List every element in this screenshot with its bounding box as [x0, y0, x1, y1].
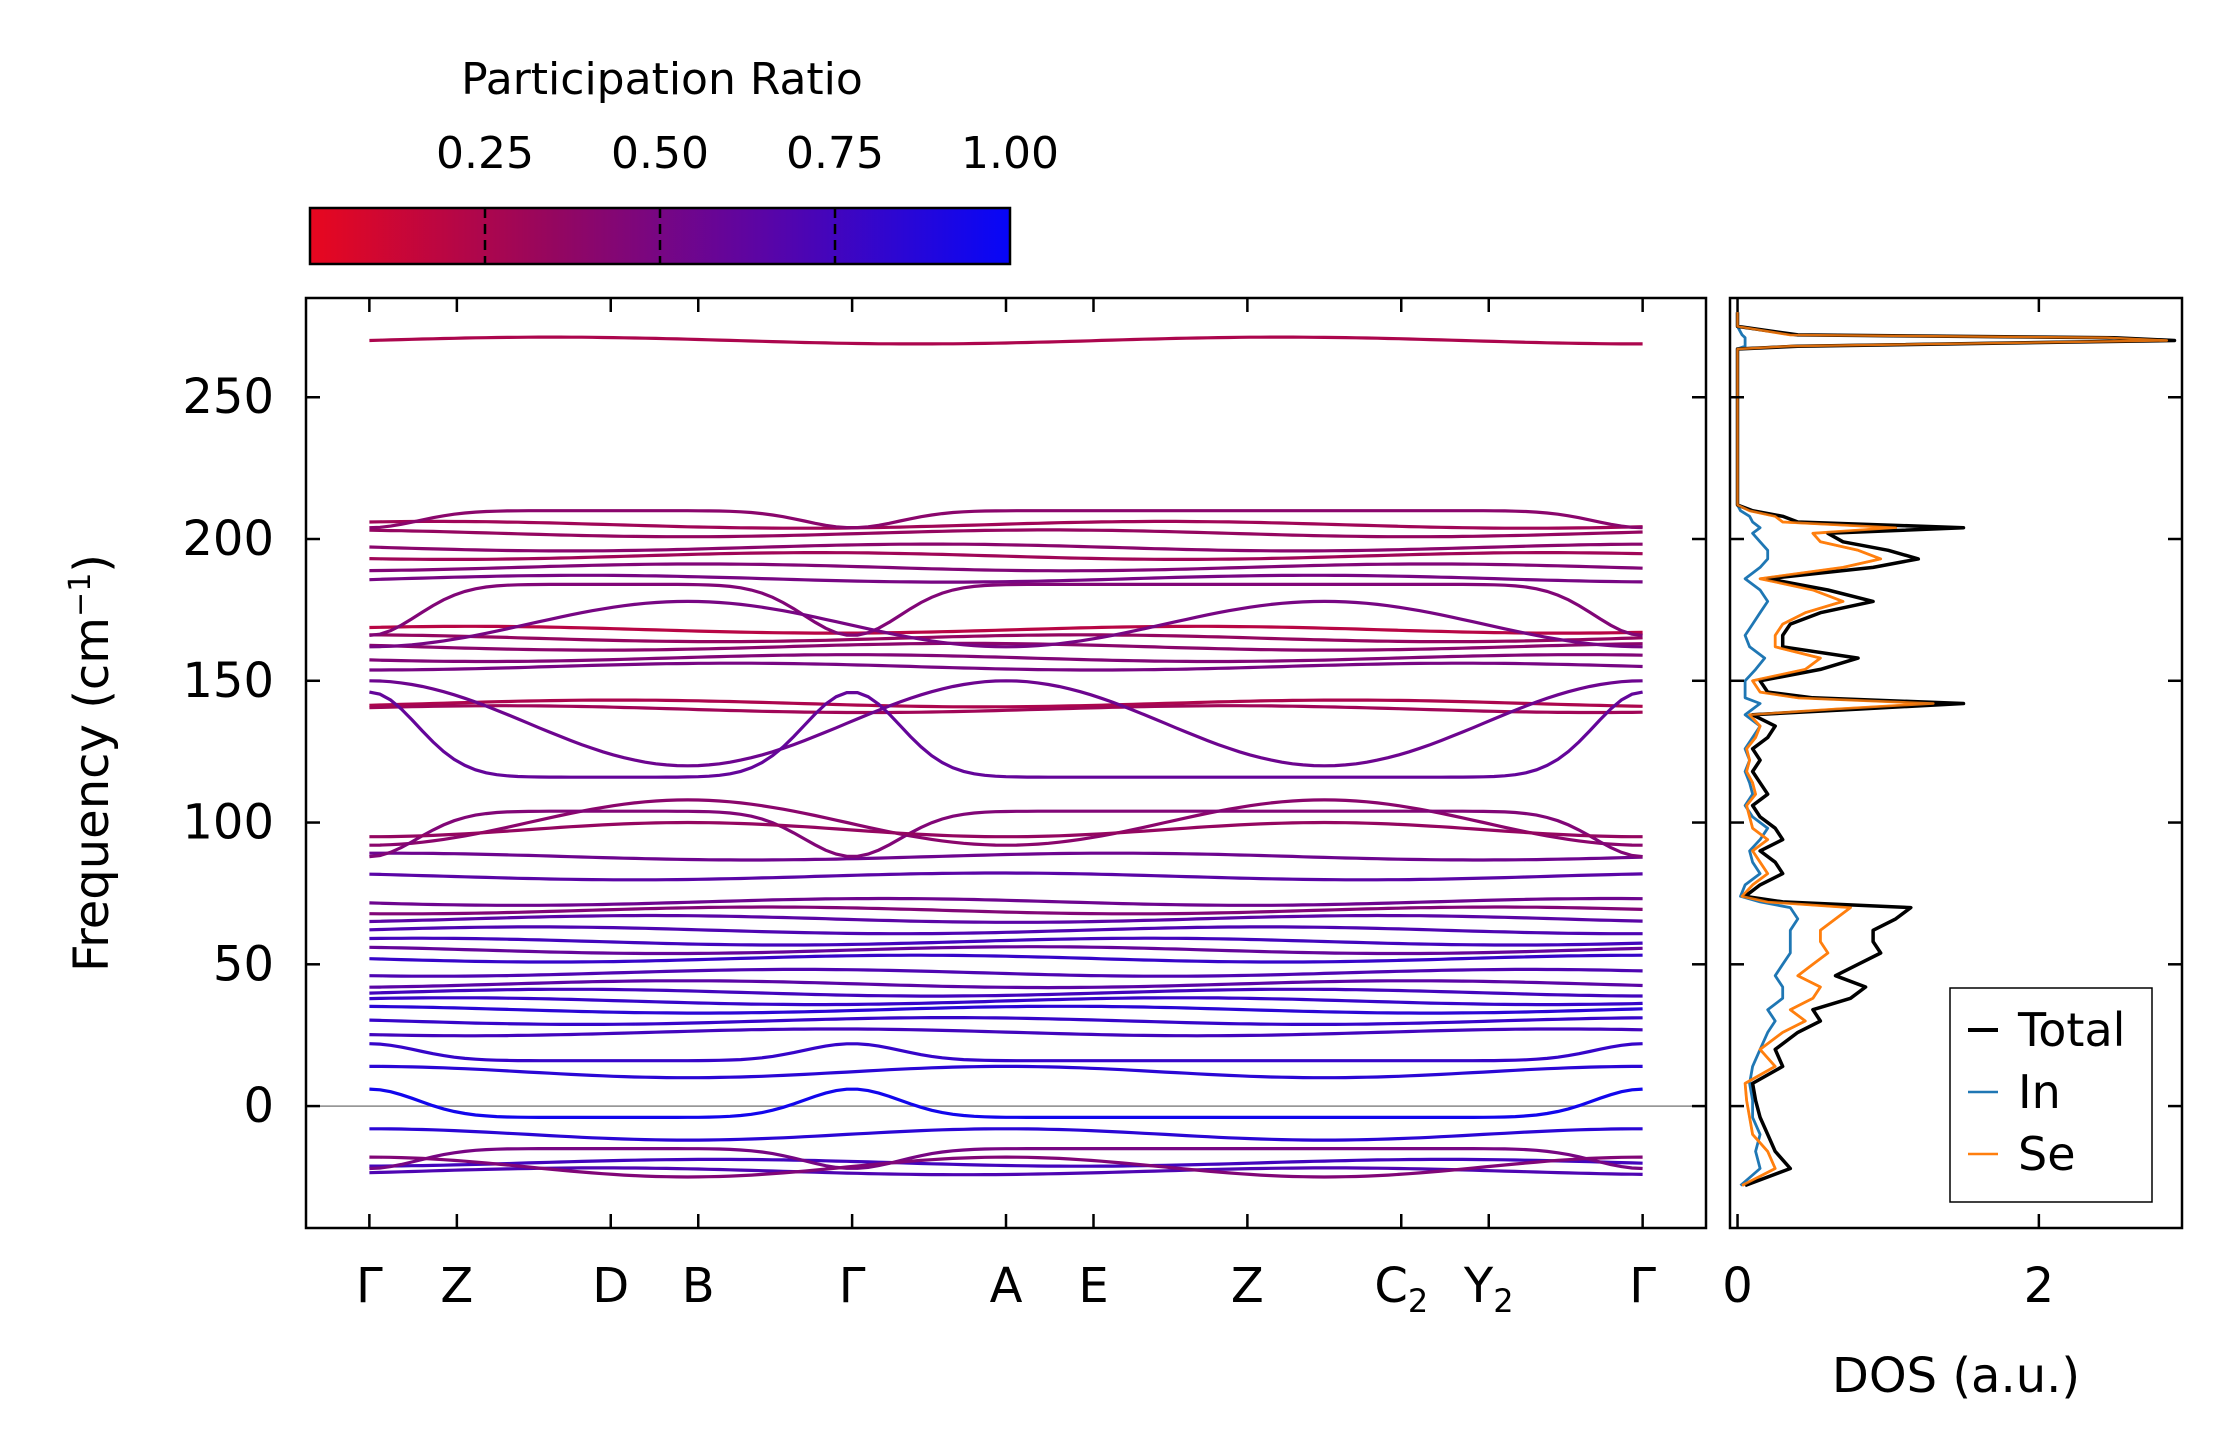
phonon-band [369, 945, 1643, 956]
dos-legend: Total In Se [1949, 987, 2153, 1203]
phonon-band [369, 335, 1643, 346]
phonon-band [369, 905, 1643, 916]
k-point-label: E [1078, 1258, 1108, 1314]
legend-frame [1949, 987, 2153, 1203]
phonon-band [369, 1087, 1643, 1120]
phonon-band [369, 798, 1643, 847]
band-structure-panel: 250 200 150 100 50 0 Γ Z D B Γ A E Z C2 Y2 Γ Frequency … [63, 296, 1708, 1320]
phonon-band [369, 1004, 1643, 1015]
ylabel-main: Frequency (cm [64, 617, 120, 972]
k-point-label: D [592, 1258, 629, 1314]
phonon-band [369, 1064, 1643, 1080]
ylabel-close: ) [64, 554, 120, 573]
phonon-band [369, 1157, 1643, 1168]
legend-label-se: Se [2018, 1127, 2076, 1181]
phonon-band [369, 996, 1643, 1007]
k-point-label: Γ [1629, 1258, 1656, 1314]
band-plot-frame [304, 296, 1708, 1230]
dos-x-tick-label: 0 [1722, 1258, 1753, 1314]
phonon-band [369, 542, 1643, 553]
y-tick-label: 0 [243, 1078, 274, 1134]
phonon-band [369, 979, 1643, 990]
dos-series-total [1735, 312, 2177, 1188]
phonon-band [369, 509, 1643, 530]
phonon-band [369, 528, 1643, 539]
colorbar-title: Participation Ratio [461, 54, 863, 105]
phonon-band [369, 1146, 1643, 1171]
colorbar: Participation Ratio 0.25 0.50 0.75 1.00 [308, 54, 1059, 266]
phonon-band [369, 967, 1643, 978]
phonon-band [369, 653, 1643, 664]
y-tick-label: 150 [182, 653, 274, 709]
ylabel-superscript: −1 [63, 573, 98, 617]
k-point-label: Y2 [1463, 1258, 1514, 1320]
colorbar-tick-label: 0.50 [611, 128, 709, 179]
phonon-band [369, 820, 1643, 839]
phonon-band [369, 1027, 1643, 1038]
phonon-band [369, 599, 1643, 649]
phonon-band [369, 690, 1643, 779]
phonon-band [369, 953, 1643, 964]
phonon-band [369, 573, 1643, 584]
dos-plot-frame [1728, 296, 2184, 1230]
phonon-band [369, 1127, 1643, 1142]
dos-series-in [1736, 312, 1800, 1187]
band-y-axis-label: Frequency (cm−1) [63, 554, 120, 972]
dos-panel: 0 2 DOS (a.u.) Total In Se [1722, 296, 2184, 1404]
phonon-band [369, 698, 1643, 709]
phonon-band [369, 633, 1643, 644]
k-point-label: Γ [356, 1258, 383, 1314]
phonon-band [369, 679, 1643, 768]
dos-series-se-overlay [1736, 312, 2169, 1187]
phonon-band [369, 1015, 1643, 1027]
phonon-band [369, 704, 1643, 715]
phonon-band [369, 871, 1643, 882]
phonon-band [369, 624, 1643, 635]
phonon-band [369, 519, 1643, 530]
phonon-band [369, 851, 1643, 862]
y-tick-label: 250 [182, 369, 274, 425]
k-point-label: Γ [839, 1258, 866, 1314]
y-tick-label: 200 [182, 511, 274, 567]
k-point-label: Z [1231, 1258, 1264, 1314]
phonon-band [369, 661, 1643, 672]
k-point-subscript: 2 [1408, 1282, 1428, 1320]
legend-label-in: In [2018, 1065, 2061, 1119]
phonon-band [369, 562, 1643, 573]
k-point-subscript: 2 [1493, 1282, 1513, 1320]
phonon-band [369, 582, 1643, 637]
phonon-band [369, 641, 1643, 652]
y-tick-label: 100 [182, 795, 274, 851]
colorbar-tick-label: 0.25 [436, 128, 534, 179]
dos-x-tick-label: 2 [2024, 1258, 2055, 1314]
y-tick-label: 50 [213, 936, 274, 992]
phonon-band [369, 809, 1643, 859]
phonon-band [369, 896, 1643, 907]
phonon-band [369, 1042, 1643, 1063]
k-point-label: A [990, 1258, 1023, 1314]
phonon-band [369, 1155, 1643, 1179]
phonon-band [369, 925, 1643, 936]
phonon-band [369, 913, 1643, 924]
phonon-band [369, 987, 1643, 998]
k-point-label: B [682, 1258, 715, 1314]
colorbar-tick-label: 0.75 [786, 128, 884, 179]
phonon-band [369, 550, 1643, 562]
k-point-label: C2 [1374, 1258, 1428, 1320]
phonon-band [369, 936, 1643, 947]
legend-label-total: Total [2017, 1003, 2125, 1057]
colorbar-tick-label: 1.00 [961, 128, 1059, 179]
dos-x-axis-label: DOS (a.u.) [1832, 1348, 2080, 1404]
k-point-label: Z [440, 1258, 473, 1314]
phonon-band [369, 1166, 1643, 1177]
